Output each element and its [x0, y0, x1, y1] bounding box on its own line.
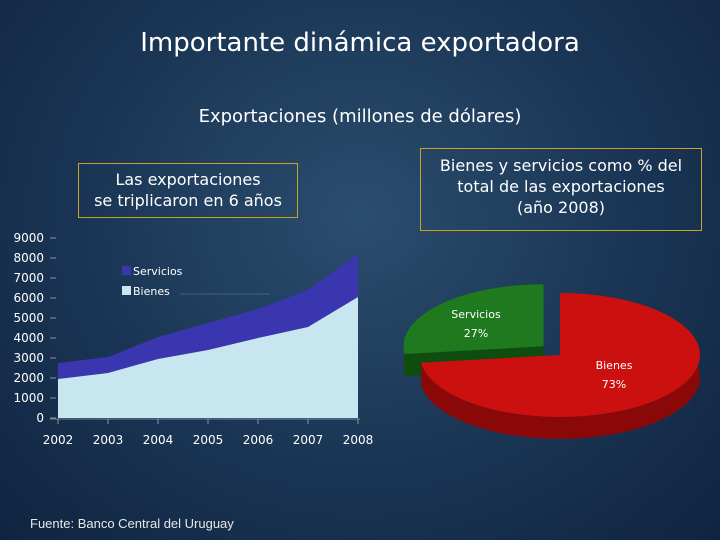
y-tick-label-2000: 2000	[13, 371, 44, 385]
pie-label-value-servicios: 27%	[464, 327, 488, 340]
callout-left-line-2: se triplicaron en 6 años	[94, 191, 282, 210]
y-tick-label-7000: 7000	[13, 271, 44, 285]
callout-right: Bienes y servicios como % del total de l…	[420, 148, 702, 231]
area-series-servicios	[58, 254, 358, 379]
legend-swatch-bienes	[122, 286, 131, 295]
callout-right-line-3: (año 2008)	[516, 198, 606, 217]
x-tick-label-2007: 2007	[293, 433, 324, 447]
y-tick-label-1000: 1000	[13, 391, 44, 405]
pie-slice-bienes	[421, 293, 700, 417]
legend-swatch-servicios	[122, 266, 131, 275]
slide-subtitle: Exportaciones (millones de dólares)	[198, 106, 522, 127]
y-tick-label-8000: 8000	[13, 251, 44, 265]
slide-title: Importante dinámica exportadora	[140, 28, 580, 58]
y-tick-label-4000: 4000	[13, 331, 44, 345]
y-tick-label-0: 0	[36, 411, 44, 425]
legend-label-bienes: Bienes	[133, 285, 170, 298]
legend-label-servicios: Servicios	[133, 265, 183, 278]
x-tick-label-2008: 2008	[343, 433, 374, 447]
area-series-bienes	[58, 297, 358, 418]
y-tick-label-6000: 6000	[13, 291, 44, 305]
x-tick-label-2005: 2005	[193, 433, 224, 447]
callout-right-line-1: Bienes y servicios como % del	[439, 156, 683, 175]
x-tick-label-2006: 2006	[243, 433, 274, 447]
pie-slice-servicios	[403, 284, 544, 355]
x-tick-label-2003: 2003	[93, 433, 124, 447]
y-tick-label-9000: 9000	[13, 231, 44, 245]
callout-right-line-2: total de las exportaciones	[457, 177, 665, 196]
pie-label-name-servicios: Servicios	[451, 308, 501, 321]
callout-left: Las exportaciones se triplicaron en 6 añ…	[78, 163, 298, 218]
source-note: Fuente: Banco Central del Uruguay	[30, 516, 234, 531]
x-tick-label-2002: 2002	[43, 433, 74, 447]
pie-label-name-bienes: Bienes	[596, 359, 633, 372]
x-tick-label-2004: 2004	[143, 433, 174, 447]
y-tick-label-5000: 5000	[13, 311, 44, 325]
pie-label-value-bienes: 73%	[602, 378, 626, 391]
callout-left-line-1: Las exportaciones	[115, 170, 261, 189]
y-tick-label-3000: 3000	[13, 351, 44, 365]
